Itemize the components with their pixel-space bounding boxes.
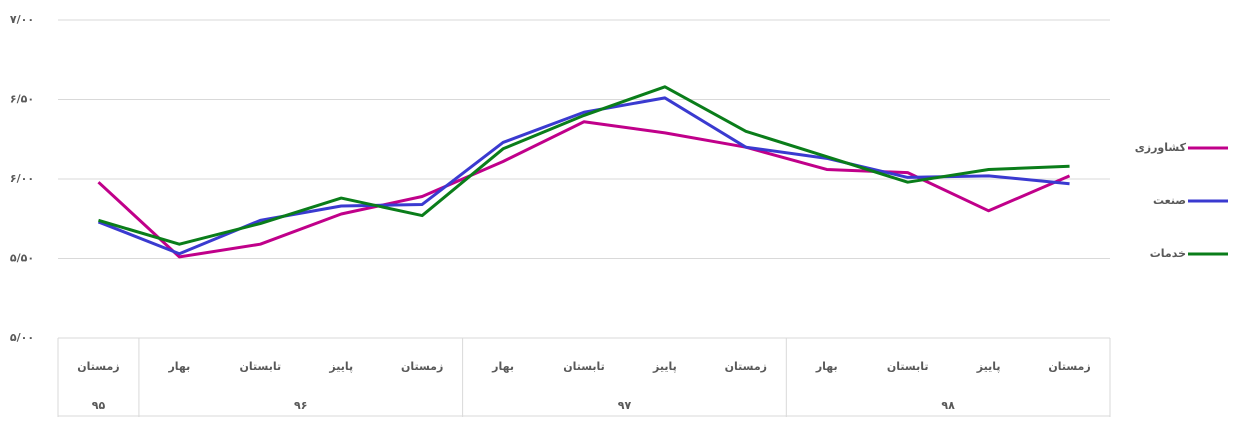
x-tick-label: زمستان	[725, 360, 767, 373]
x-tick-label: پاییز	[652, 360, 677, 373]
x-tick-label: پاییز	[328, 360, 353, 373]
x-tick-label: بهار	[491, 360, 514, 373]
x-tick-label: بهار	[167, 360, 190, 373]
x-tick-label: تابستان	[887, 360, 929, 373]
y-tick-label: ۶/۰۰	[10, 172, 34, 185]
x-tick-label: پاییز	[976, 360, 1001, 373]
x-tick-label: زمستان	[401, 360, 443, 373]
x-group-label: ۹۸	[941, 399, 955, 412]
x-group-label: ۹۵	[92, 399, 106, 412]
series-line	[97, 96, 1070, 256]
x-tick-label: تابستان	[563, 360, 605, 373]
x-tick-label: زمستان	[77, 360, 119, 373]
x-group-label: ۹۶	[294, 399, 307, 412]
y-tick-label: ۵/۵۰	[10, 252, 34, 265]
legend-label: خدمات	[1150, 247, 1186, 260]
series-line	[97, 120, 1071, 259]
x-group-label: ۹۷	[618, 399, 632, 412]
y-tick-label: ۶/۵۰	[10, 93, 34, 106]
y-tick-label: ۵/۰۰	[10, 331, 34, 344]
y-tick-label: ۷/۰۰	[10, 13, 34, 26]
series-line	[98, 85, 1070, 246]
legend-label: صنعت	[1153, 194, 1186, 207]
legend-label: کشاورزی	[1135, 141, 1187, 154]
x-tick-label: بهار	[815, 360, 838, 373]
x-tick-label: زمستان	[1048, 360, 1090, 373]
x-tick-label: تابستان	[240, 360, 282, 373]
